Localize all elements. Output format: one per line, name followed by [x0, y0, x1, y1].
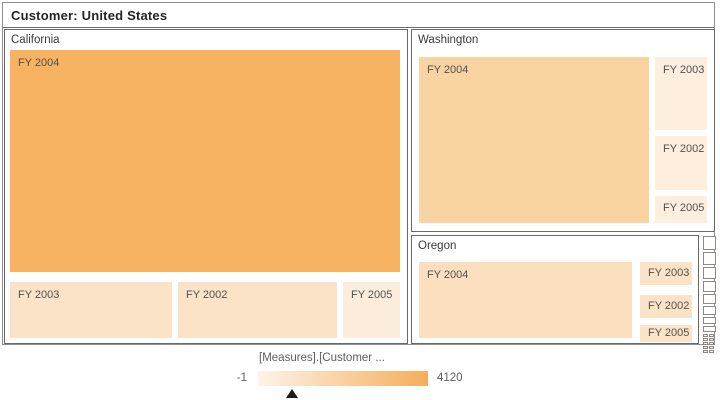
- legend-title: [Measures].[Customer ...: [259, 352, 385, 364]
- tile-label: FY 2003: [663, 64, 705, 76]
- tile-oregon-fy2005[interactable]: FY 2005: [640, 325, 692, 342]
- group-oregon-label: Oregon: [418, 240, 457, 252]
- legend-gradient-bar: [258, 371, 428, 386]
- mini-tile[interactable]: [703, 334, 708, 337]
- tile-label: FY 2004: [18, 57, 60, 69]
- mini-tile[interactable]: [703, 281, 716, 292]
- mini-tile[interactable]: [703, 326, 716, 332]
- tile-oregon-fy2003[interactable]: FY 2003: [640, 262, 692, 285]
- tile-label: FY 2005: [648, 327, 690, 339]
- treemap-frame: Customer: United States California FY 20…: [2, 2, 717, 353]
- treemap-title-bar: Customer: United States: [3, 3, 714, 28]
- mini-tile[interactable]: [709, 350, 714, 353]
- legend-max-value: 4120: [437, 372, 463, 384]
- mini-tile[interactable]: [703, 294, 716, 304]
- tile-label: FY 2002: [648, 300, 690, 312]
- mini-tile[interactable]: [709, 334, 714, 337]
- mini-tile-cluster: [703, 334, 717, 353]
- tile-oregon-fy2004[interactable]: FY 2004: [419, 262, 632, 338]
- group-california-label: California: [11, 34, 60, 46]
- mini-tile-strip: [703, 236, 717, 353]
- tile-washington-fy2002[interactable]: FY 2002: [655, 136, 707, 190]
- tile-label: FY 2002: [186, 289, 228, 301]
- tile-label: FY 2005: [351, 289, 393, 301]
- legend-marker-arrow-icon: [286, 389, 298, 398]
- group-washington-label: Washington: [418, 34, 479, 46]
- tile-label: FY 2003: [18, 289, 60, 301]
- mini-tile[interactable]: [703, 306, 716, 315]
- mini-tile[interactable]: [703, 346, 708, 349]
- tile-california-fy2004[interactable]: FY 2004: [10, 50, 400, 272]
- mini-tile[interactable]: [703, 338, 708, 341]
- tile-california-fy2005[interactable]: FY 2005: [343, 282, 400, 338]
- legend-min-value: -1: [236, 372, 247, 384]
- tile-label: FY 2003: [648, 267, 690, 279]
- tile-label: FY 2004: [427, 64, 469, 76]
- mini-tile[interactable]: [703, 317, 716, 324]
- group-california: California FY 2004 FY 2003 FY 2002 FY 20…: [4, 29, 408, 344]
- group-oregon: Oregon FY 2004 FY 2003 FY 2002 FY 2005: [411, 235, 699, 344]
- tile-oregon-fy2002[interactable]: FY 2002: [640, 295, 692, 318]
- mini-tile[interactable]: [703, 252, 716, 265]
- group-washington: Washington FY 2004 FY 2003 FY 2002 FY 20…: [411, 29, 715, 232]
- treemap-title: Customer: United States: [11, 8, 168, 23]
- tile-washington-fy2004[interactable]: FY 2004: [419, 57, 649, 223]
- mini-tile[interactable]: [703, 350, 708, 353]
- tile-california-fy2003[interactable]: FY 2003: [10, 282, 172, 338]
- mini-tile[interactable]: [709, 346, 714, 349]
- tile-label: FY 2005: [663, 202, 705, 214]
- tile-california-fy2002[interactable]: FY 2002: [178, 282, 337, 338]
- tile-washington-fy2003[interactable]: FY 2003: [655, 57, 707, 130]
- mini-tile[interactable]: [703, 342, 708, 345]
- tile-label: FY 2004: [427, 269, 469, 281]
- tile-label: FY 2002: [663, 143, 705, 155]
- mini-tile[interactable]: [709, 342, 714, 345]
- tile-washington-fy2005[interactable]: FY 2005: [655, 196, 707, 223]
- mini-tile[interactable]: [703, 267, 716, 279]
- color-scale-legend: [Measures].[Customer ... -1 4120: [0, 349, 720, 400]
- mini-tile[interactable]: [709, 338, 714, 341]
- mini-tile[interactable]: [703, 236, 716, 250]
